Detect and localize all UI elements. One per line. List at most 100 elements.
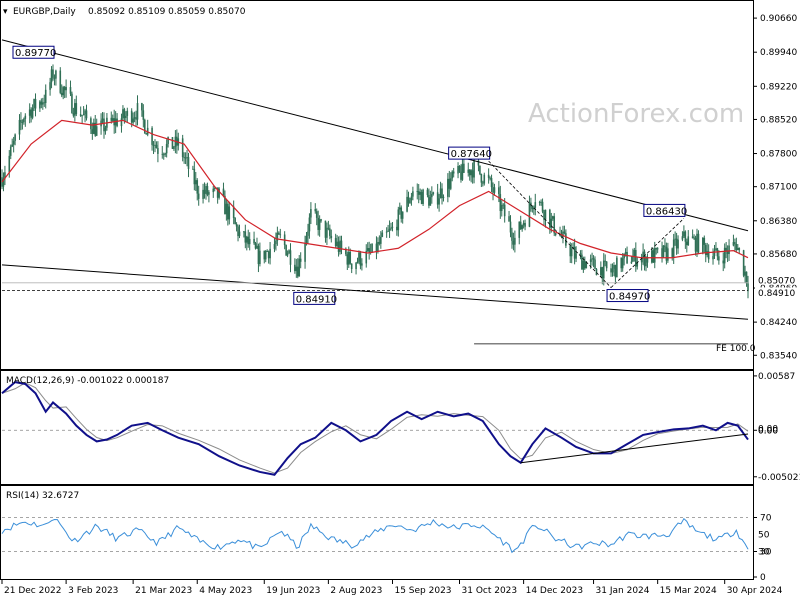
candle-body (407, 196, 410, 204)
candle-body (224, 195, 226, 215)
candle-body (642, 251, 644, 258)
candle-body (643, 251, 646, 267)
candle-body (377, 241, 379, 252)
candle-body (218, 188, 220, 198)
candle-body (203, 189, 206, 194)
candle-body (623, 253, 625, 259)
candle-body (52, 69, 54, 78)
candle-body (157, 148, 159, 154)
candle-body (662, 245, 665, 257)
candle-body (605, 261, 608, 269)
candle-body (738, 247, 741, 251)
candle-body (183, 157, 185, 158)
candle-body (611, 268, 614, 273)
candle-body (732, 242, 735, 246)
candle-body (508, 216, 510, 222)
candle-body (259, 250, 261, 265)
candle-body (581, 254, 583, 270)
candle-body (602, 260, 605, 279)
candle-body (228, 206, 231, 220)
candle-body (613, 265, 615, 269)
candle-body (44, 89, 47, 104)
candle-body (477, 160, 480, 166)
candle-body (164, 153, 166, 155)
support-price-tag-bg (755, 287, 800, 298)
candle-body (39, 101, 41, 109)
candle-body (585, 261, 588, 269)
candle-body (621, 258, 624, 269)
candle-body (212, 188, 215, 193)
macd-current-mark: 0.00 (758, 426, 778, 436)
x-tick-label: 31 Jan 2024 (596, 586, 650, 596)
candle-body (429, 197, 432, 206)
candle-body (289, 250, 292, 265)
candle-body (380, 236, 382, 244)
candle-body (21, 122, 24, 123)
candle-body (358, 252, 360, 262)
candle-body (371, 243, 373, 253)
candle-body (349, 251, 352, 264)
candle-body (345, 248, 347, 255)
candle-body (410, 196, 413, 201)
price-label: 0.84970 (609, 292, 650, 303)
price-label: 0.86430 (646, 206, 687, 217)
candle-body (728, 245, 730, 254)
candle-body (356, 261, 359, 263)
candle-body (511, 232, 513, 241)
candle-body (347, 251, 350, 265)
candle-body (522, 222, 525, 226)
candle-body (14, 134, 16, 141)
candle-body (417, 191, 420, 195)
candle-body (11, 144, 13, 147)
candle-body (235, 224, 238, 227)
price-tick-label: 0.83540 (760, 351, 797, 361)
candle-body (81, 115, 83, 117)
candle-body (735, 244, 738, 250)
candle-body (152, 144, 155, 146)
candle-body (20, 119, 22, 123)
candle-body (633, 249, 636, 257)
candle-body (334, 238, 337, 247)
candle-body (176, 136, 178, 146)
macd-main-line (1, 381, 749, 476)
candle-body (181, 138, 184, 158)
candle-body (267, 251, 270, 259)
candle-body (130, 110, 133, 123)
candle-body (600, 267, 602, 276)
fe-label: FE 100.0 (716, 344, 756, 354)
candle-body (95, 126, 98, 136)
candle-body (610, 268, 612, 273)
candle-body (90, 118, 92, 130)
candle-body (406, 196, 408, 212)
candle-body (514, 237, 516, 245)
candle-body (318, 219, 321, 230)
candle-body (391, 226, 394, 228)
candle-body (677, 239, 679, 249)
candle-body (653, 248, 656, 263)
candle-body (512, 240, 515, 245)
candle-body (55, 70, 57, 79)
candle-body (103, 118, 105, 132)
candle-body (420, 191, 423, 204)
candle-body (101, 118, 104, 121)
candle-body (350, 263, 353, 269)
candle-body (74, 103, 76, 116)
candle-body (479, 165, 481, 175)
candle-body (528, 202, 531, 227)
candle-body (75, 103, 78, 115)
candle-body (192, 168, 194, 170)
candle-body (71, 93, 73, 114)
candle-body (24, 115, 27, 119)
candle-body (154, 144, 156, 146)
candle-body (72, 113, 75, 116)
candle-body (449, 178, 452, 189)
candle-body (595, 268, 598, 276)
candle-body (431, 194, 433, 198)
price-tick-label: 0.87800 (760, 150, 797, 160)
candle-body (253, 238, 255, 244)
rsi-line (1, 517, 749, 554)
candle-body (84, 110, 86, 114)
candle-body (122, 109, 124, 119)
rsi-tick-label: 0 (760, 573, 766, 583)
rsi-panel-frame (0, 485, 754, 580)
